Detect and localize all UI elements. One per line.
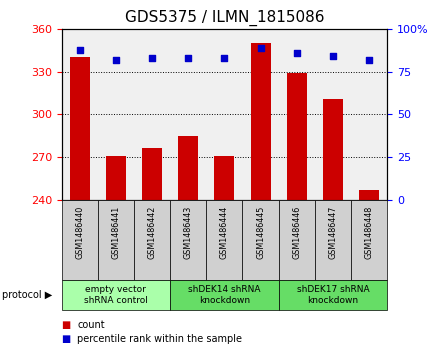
Text: GSM1486447: GSM1486447 xyxy=(328,206,337,260)
Bar xyxy=(323,99,343,200)
Bar xyxy=(70,57,90,200)
Text: shDEK14 shRNA
knockdown: shDEK14 shRNA knockdown xyxy=(188,285,260,305)
Text: GSM1486442: GSM1486442 xyxy=(147,206,157,260)
Bar xyxy=(214,156,235,200)
Text: GSM1486443: GSM1486443 xyxy=(184,206,193,259)
Point xyxy=(330,53,337,59)
Text: percentile rank within the sample: percentile rank within the sample xyxy=(77,334,242,344)
Point xyxy=(366,57,373,63)
Text: empty vector
shRNA control: empty vector shRNA control xyxy=(84,285,148,305)
Bar xyxy=(287,73,307,200)
Text: protocol ▶: protocol ▶ xyxy=(2,290,52,300)
Point xyxy=(221,55,228,61)
Point xyxy=(76,46,83,52)
Text: ■: ■ xyxy=(62,334,71,344)
Bar xyxy=(251,43,271,200)
Text: count: count xyxy=(77,320,105,330)
Text: GSM1486448: GSM1486448 xyxy=(365,206,374,259)
Bar xyxy=(142,148,162,200)
Point xyxy=(149,55,156,61)
Point xyxy=(185,55,192,61)
Text: GSM1486440: GSM1486440 xyxy=(75,206,84,259)
Title: GDS5375 / ILMN_1815086: GDS5375 / ILMN_1815086 xyxy=(125,10,324,26)
Bar xyxy=(106,156,126,200)
Text: GSM1486444: GSM1486444 xyxy=(220,206,229,259)
Bar xyxy=(359,190,379,200)
Point xyxy=(293,50,300,56)
Text: shDEK17 shRNA
knockdown: shDEK17 shRNA knockdown xyxy=(297,285,369,305)
Point xyxy=(257,45,264,51)
Point xyxy=(112,57,119,63)
Text: GSM1486445: GSM1486445 xyxy=(256,206,265,260)
Text: GSM1486441: GSM1486441 xyxy=(111,206,121,259)
Bar xyxy=(178,136,198,200)
Text: ■: ■ xyxy=(62,320,71,330)
Text: GSM1486446: GSM1486446 xyxy=(292,206,301,259)
